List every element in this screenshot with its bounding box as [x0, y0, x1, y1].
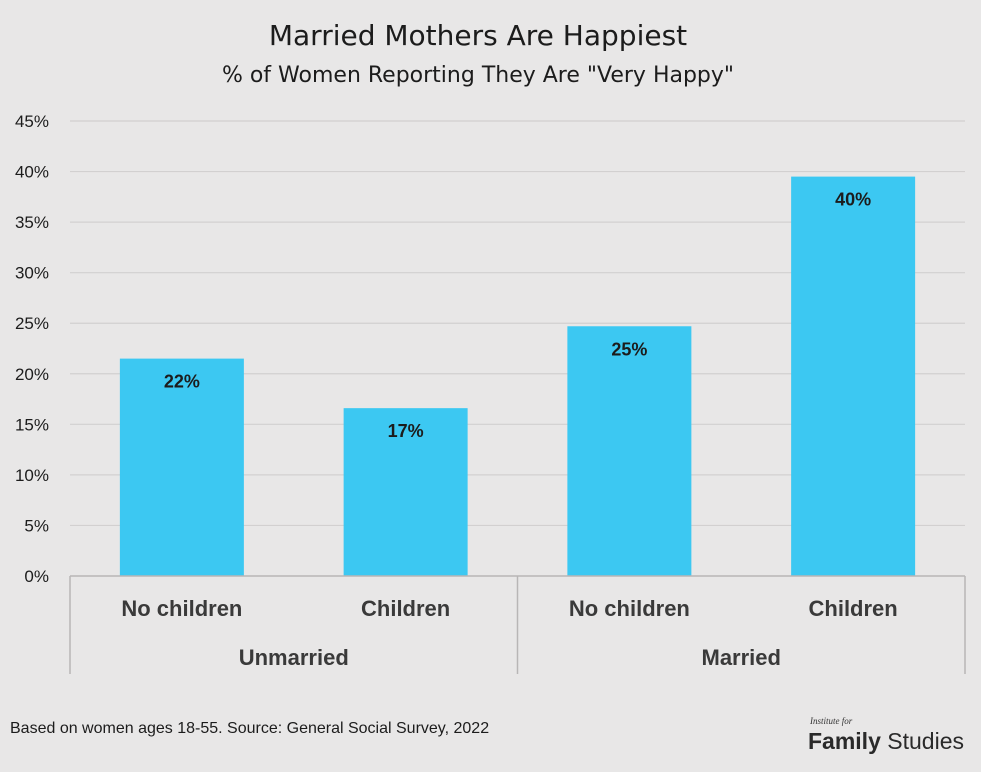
x-group-label: Unmarried: [239, 645, 349, 670]
logo-wordmark: Family Studies: [808, 728, 964, 755]
y-tick-label: 45%: [15, 112, 49, 131]
bar: [119, 358, 244, 576]
data-label: 25%: [611, 339, 647, 359]
data-labels: 22% 17% 25% 40%: [164, 190, 871, 442]
y-tick-label: 35%: [15, 213, 49, 232]
logo-light-text: Studies: [887, 728, 964, 754]
y-tick-label: 10%: [15, 466, 49, 485]
bar: [343, 408, 468, 576]
data-label: 17%: [388, 421, 424, 441]
y-tick-label: 15%: [15, 415, 49, 434]
y-tick-label: 40%: [15, 163, 49, 182]
y-tick-label: 0%: [24, 567, 49, 586]
x-category-label: No children: [569, 596, 690, 621]
x-category-label: Children: [809, 596, 898, 621]
x-category-label: Children: [361, 596, 450, 621]
y-tick-label: 30%: [15, 264, 49, 283]
x-axis: No children Children No children Children Un…: [69, 575, 966, 674]
chart-title: Married Mothers Are Happiest: [269, 19, 687, 52]
data-label: 40%: [835, 190, 871, 210]
x-category-label: No children: [121, 596, 242, 621]
logo-small-text: Institute for: [810, 716, 853, 726]
logo-bold-text: Family: [808, 728, 881, 754]
y-axis-ticks: 0% 5% 10% 15% 20% 25% 30% 35% 40% 45%: [15, 112, 49, 586]
bar: [791, 176, 916, 576]
bars: [119, 176, 916, 576]
data-label: 22%: [164, 372, 200, 392]
y-tick-label: 20%: [15, 365, 49, 384]
x-group-label: Married: [702, 645, 781, 670]
y-tick-label: 25%: [15, 314, 49, 333]
bar: [567, 326, 692, 576]
y-tick-label: 5%: [24, 516, 49, 535]
chart-subtitle: % of Women Reporting They Are "Very Happ…: [222, 63, 734, 88]
institute-logo: Institute for Family Studies: [808, 716, 973, 760]
source-note: Based on women ages 18-55. Source: Gener…: [10, 720, 490, 737]
